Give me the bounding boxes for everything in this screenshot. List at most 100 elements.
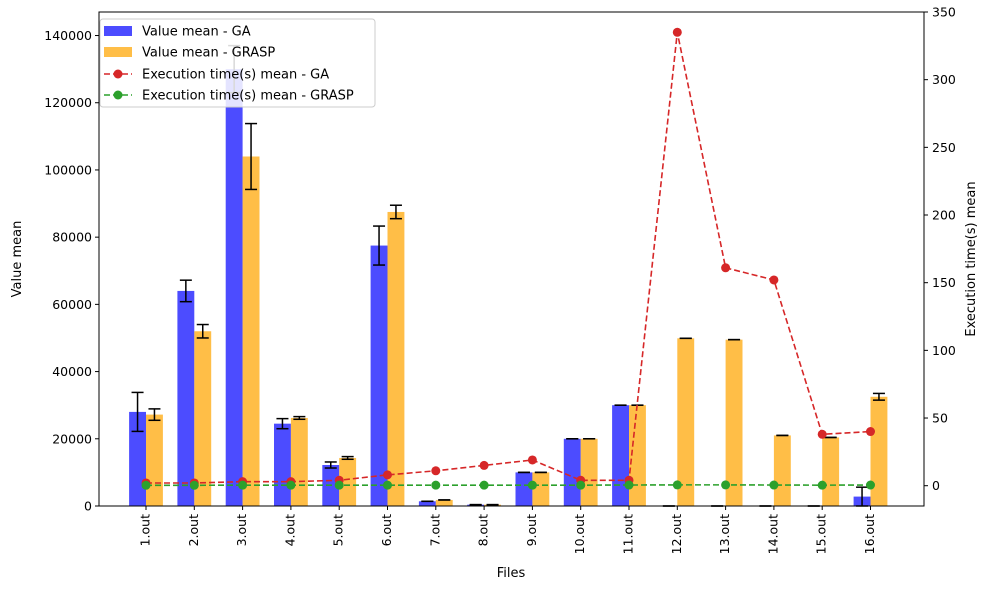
bar-ga — [274, 423, 291, 506]
point-ga — [721, 263, 731, 273]
lines-layer — [141, 27, 875, 490]
y-axis-right: 0 50 100 150 200 250 300 350 — [924, 5, 956, 493]
x-tick-label: 11.out — [621, 514, 636, 554]
y2-tick-label: 250 — [932, 140, 956, 155]
x-tick-label: 5.out — [331, 514, 346, 546]
point-grasp — [624, 480, 634, 490]
bar-ga — [177, 290, 195, 506]
x-tick-label: 4.out — [282, 514, 297, 546]
bar-grasp — [532, 472, 550, 506]
legend-label: Value mean - GA — [142, 25, 251, 40]
bar-grasp — [773, 435, 791, 506]
y-tick-label: 120000 — [44, 95, 92, 110]
legend-marker — [113, 90, 123, 100]
bar-grasp — [290, 417, 308, 506]
point-ga — [383, 470, 392, 480]
legend-marker — [113, 69, 123, 79]
legend-label: Value mean - GRASP — [142, 46, 275, 61]
legend-label: Execution time(s) mean - GA — [142, 68, 329, 83]
point-ga — [479, 460, 489, 470]
x-tick-label: 14.out — [765, 514, 780, 554]
bar-grasp — [194, 331, 212, 506]
point-grasp — [576, 480, 586, 490]
point-grasp — [527, 480, 537, 490]
line-ga — [146, 32, 871, 484]
point-grasp — [817, 480, 827, 490]
point-grasp — [431, 480, 441, 490]
point-grasp — [866, 480, 875, 490]
y2-tick-label: 150 — [932, 275, 956, 290]
point-ga — [769, 275, 779, 285]
bar-grasp — [822, 437, 840, 506]
y2-tick-label: 350 — [932, 5, 956, 20]
x-tick-label: 7.out — [427, 514, 442, 546]
legend-swatch — [104, 47, 132, 57]
point-grasp — [672, 480, 682, 490]
y-tick-label: 0 — [84, 499, 92, 514]
point-grasp — [189, 480, 199, 490]
x-tick-label: 12.out — [669, 514, 684, 554]
y-tick-label: 40000 — [52, 364, 92, 379]
bar-grasp — [242, 156, 260, 506]
bar-grasp — [435, 499, 453, 506]
point-ga — [672, 27, 682, 37]
bar-ga — [225, 69, 243, 507]
point-ga — [431, 466, 441, 476]
point-ga — [866, 427, 875, 437]
bar-ga — [612, 405, 629, 506]
y-tick-label: 80000 — [52, 230, 92, 245]
legend-swatch — [104, 26, 132, 36]
y2-tick-label: 0 — [932, 478, 940, 493]
bars-layer — [129, 69, 888, 507]
bar-ga — [418, 501, 436, 506]
legend-label: Execution time(s) mean - GRASP — [142, 89, 354, 104]
x-tick-label: 3.out — [234, 514, 249, 546]
x-axis: 1.out 2.out 3.out 4.out 5.out 6.out 7.out 8.out… — [138, 506, 877, 554]
point-grasp — [769, 480, 779, 490]
x-tick-label: 2.out — [186, 514, 201, 546]
y2-tick-label: 200 — [932, 208, 956, 223]
point-grasp — [141, 480, 151, 490]
plot-frame — [98, 11, 925, 507]
point-ga — [527, 455, 537, 465]
point-grasp — [721, 480, 731, 490]
bar-grasp — [870, 396, 888, 506]
y-tick-label: 140000 — [44, 28, 92, 43]
y-tick-label: 20000 — [52, 431, 92, 446]
bar-grasp — [677, 338, 695, 506]
y-tick-label: 100000 — [44, 162, 92, 177]
x-tick-label: 9.out — [524, 514, 539, 546]
y2-axis-label: Execution time(s) mean — [964, 181, 979, 336]
bar-grasp — [580, 438, 598, 506]
bar-grasp — [339, 457, 357, 506]
bar-grasp — [387, 211, 405, 506]
point-grasp — [238, 480, 248, 490]
x-tick-label: 8.out — [476, 514, 491, 546]
point-grasp — [286, 480, 296, 490]
bar-grasp — [146, 414, 163, 506]
bar-ga — [563, 438, 581, 506]
x-axis-label: Files — [497, 566, 526, 581]
point-ga — [817, 429, 827, 439]
x-tick-label: 6.out — [379, 514, 394, 546]
point-grasp — [479, 480, 489, 490]
y2-tick-label: 300 — [932, 72, 956, 87]
y-tick-label: 60000 — [52, 297, 92, 312]
point-grasp — [383, 480, 392, 490]
bar-grasp — [725, 339, 743, 506]
y2-tick-label: 100 — [932, 343, 956, 358]
x-tick-label: 10.out — [572, 514, 587, 554]
x-tick-label: 16.out — [862, 514, 877, 554]
y-axis-left: 0 20000 40000 60000 80000 100000 120000 140000 — [44, 28, 99, 514]
bar-ga — [515, 472, 533, 506]
legend: Value mean - GA Value mean - GRASP Executi… — [99, 18, 376, 108]
point-grasp — [334, 480, 344, 490]
y-axis-label: Value mean — [10, 221, 25, 298]
x-tick-label: 15.out — [814, 514, 829, 554]
bar-ga — [370, 245, 388, 507]
y2-tick-label: 50 — [932, 411, 948, 426]
legend-box — [99, 18, 376, 108]
x-tick-label: 1.out — [138, 514, 153, 546]
x-tick-label: 13.out — [717, 514, 732, 554]
